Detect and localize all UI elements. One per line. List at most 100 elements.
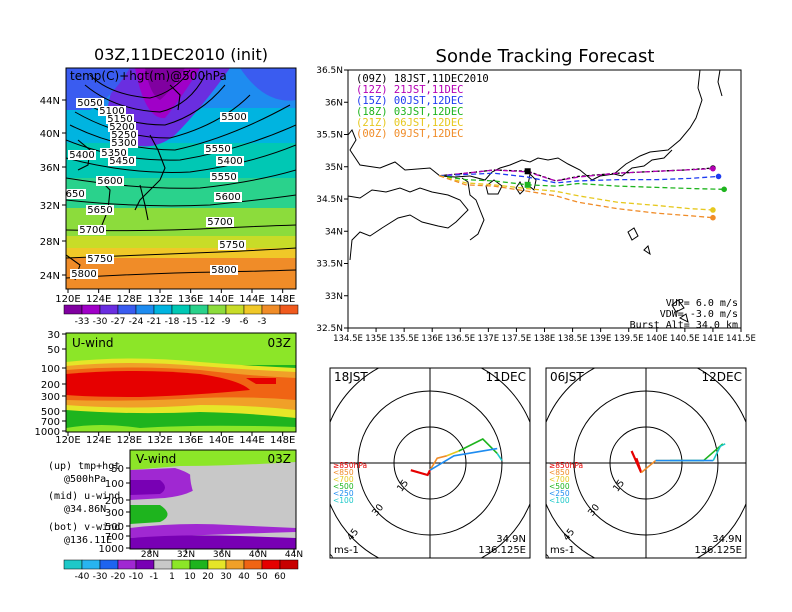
x-tick-label: 32N [177,550,195,560]
x-tick-label: 140.5E [670,334,700,344]
track-end-point [710,214,716,221]
note-mid: (mid) u-wind [48,491,120,502]
track-line [439,175,713,211]
contour-label-bg [100,148,128,158]
x-tick-label: 40N [249,550,267,560]
contour-label: 5550 [205,144,230,155]
legend-entry: (21Z) 06JST,12DEC [356,117,463,129]
colorbar-label: 1 [169,572,175,582]
contour-label: 5500 [221,112,246,123]
hodograph-trace [640,459,657,474]
colorbar-cell [117,559,137,570]
x-tick-label: 120E [55,294,80,305]
hodograph-trace [410,469,431,477]
colorbar-cell [225,559,245,570]
x-tick-label: 135E [365,334,387,344]
hodograph-date: 11DEC [486,370,526,384]
x-tick-label: 144E [239,435,264,446]
panel-temp-hgt: 03Z,11DEC2010 (init) [40,45,299,327]
hodograph-lat: 34.9N [712,534,742,545]
hodograph-legend-entry: <850 [549,468,570,477]
x-tick-label: 138E [534,334,556,344]
colorbar-label: -12 [201,317,216,327]
x-tick-label: 28N [141,550,159,560]
contour-label: 5800 [71,269,96,280]
x-tick-label: 148E [270,435,295,446]
contour-label: 5150 [107,114,132,125]
contour-label: 5750 [219,240,244,251]
hodograph-unit: ms-1 [550,545,575,556]
contour-label: 5550 [211,172,236,183]
colorbar-label: -10 [129,572,144,582]
colorbar-cell [117,304,137,315]
colorbar-cell [261,304,281,315]
colorbar-cell [135,304,155,315]
contour-label: 5400 [69,150,94,161]
y-tick-label: 50 [47,345,60,356]
y-tick-label: 44N [40,96,60,107]
panel1-title: 03Z,11DEC2010 (init) [94,45,268,64]
hodograph-trace [429,447,498,471]
contour-label-bg [110,130,138,140]
colorbar-cell [63,304,83,315]
contour-label: 5750 [87,254,112,265]
x-tick-label: 132E [147,294,172,305]
colorbar-label: -40 [75,572,90,582]
colorbar-label: -9 [222,317,231,327]
x-tick-label: 124E [86,294,111,305]
note-bot: (bot) v-wind [48,522,120,533]
hodograph-legend-entry: <100 [549,496,570,505]
colorbar-label: 20 [202,572,214,582]
contour-label: 5600 [97,176,122,187]
hodograph-legend-entry: <100 [333,496,354,505]
y-tick-label: 100 [105,479,124,490]
hodograph-legend-entry: <500 [549,482,570,491]
y-tick-label: 32.5N [316,324,343,334]
contour-label-bg [214,192,242,202]
hodograph-unit: ms-1 [334,545,359,556]
hodograph-trace [429,455,447,471]
y-tick-label: 300 [105,508,124,519]
contour-label-bg [218,240,246,250]
y-tick-label: 24N [40,271,60,282]
colorbar-cell [81,304,101,315]
colorbar-cell [99,559,119,570]
y-tick-label: 200 [105,496,124,507]
x-tick-label: 135.5E [389,334,419,344]
track-end-point [710,165,716,172]
x-tick-label: 139.5E [614,334,644,344]
track-end-point [715,173,722,180]
x-tick-label: 137.5E [502,334,532,344]
hodograph-trace [712,443,726,461]
tracking-title: Sonde Tracking Forecast [436,46,655,67]
track-line [439,175,725,190]
y-tick-label: 28N [40,237,60,248]
x-tick-label: 139E [590,334,612,344]
colorbar-cell [279,559,299,570]
panel1-subtitle: temp(C)+hgt(m)@500hPa [70,69,227,83]
colorbar-label: -3 [258,317,267,327]
contour-label: 5350 [101,148,126,159]
colorbar-label: -20 [111,572,126,582]
x-tick-label: 141E [702,334,724,344]
x-tick-label: 36N [213,550,231,560]
hodograph-legend-entry: <700 [333,475,354,484]
hodograph-time: 18JST [334,370,368,384]
track-line [439,175,713,219]
hodograph-legend-entry: <700 [549,475,570,484]
contour-label-bg [68,150,96,160]
x-tick-label: 140E [209,294,234,305]
contour-label-bg [204,144,232,154]
contour-label: 5800 [211,265,236,276]
contour-label-bg [108,122,136,132]
y-tick-label: 34N [325,227,343,237]
x-tick-label: 140E [646,334,668,344]
track-end-point [710,207,716,213]
x-tick-label: 148E [270,294,295,305]
hodograph-lon: 136.125E [694,545,742,556]
contour-label: 5700 [207,217,232,228]
